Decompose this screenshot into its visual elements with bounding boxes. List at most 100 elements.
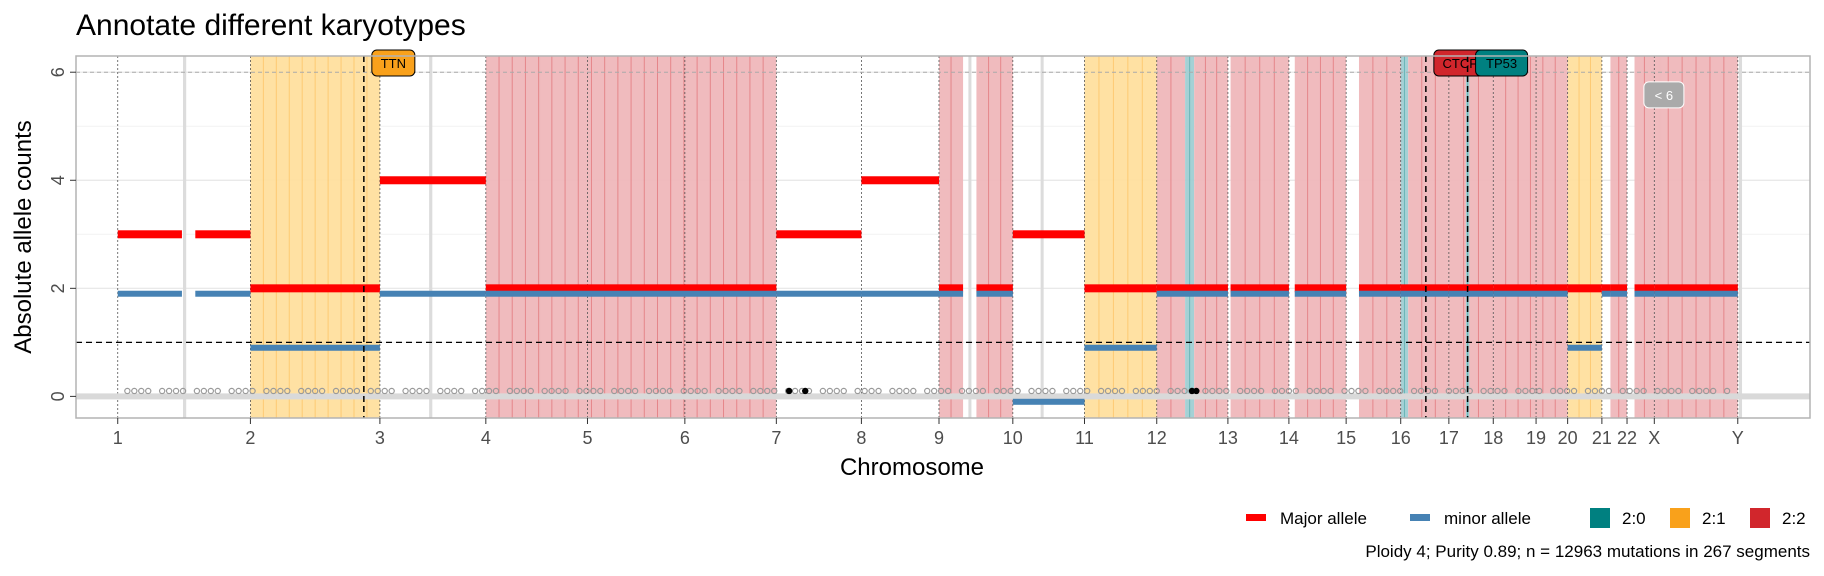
mutation-point (757, 387, 764, 395)
mutation-point (1452, 387, 1460, 395)
legend-key-karyotype (1750, 508, 1770, 528)
mutation-point (750, 387, 757, 395)
driver-mutation-point (1193, 387, 1200, 395)
mutation-point (527, 387, 534, 395)
overflow-annotation-label: < 6 (1655, 88, 1673, 103)
mutation-point (937, 387, 945, 395)
mutation-point (958, 387, 966, 395)
mutation-point (520, 387, 528, 395)
chart-caption: Ploidy 4; Purity 0.89; n = 12963 mutatio… (1365, 542, 1810, 561)
mutation-point (1014, 387, 1021, 395)
x-tick-label: 8 (856, 428, 866, 448)
mutation-point (1278, 387, 1286, 395)
mutation-point (1480, 387, 1487, 395)
mutation-point (548, 387, 555, 395)
minor-allele-segment (861, 290, 939, 297)
mutation-point (492, 387, 500, 395)
karyotype-region-2-2 (1294, 56, 1347, 418)
mutation-point (1327, 387, 1334, 395)
mutation-point (374, 387, 381, 395)
x-tick-label: 4 (481, 428, 491, 448)
mutation-point (861, 387, 868, 395)
mutation-point (1668, 387, 1675, 395)
mutation-point (1654, 387, 1661, 395)
mutation-point (1320, 387, 1327, 395)
mutation-point (409, 387, 416, 395)
x-tick-label: X (1648, 428, 1660, 448)
mutation-point (1675, 387, 1682, 395)
mutation-point (1083, 387, 1091, 395)
y-tick-label: 2 (48, 283, 68, 293)
mutation-point (722, 387, 729, 395)
minor-allele-segment (976, 290, 1013, 297)
mutation-point (896, 387, 903, 395)
gap-band (183, 56, 187, 418)
x-tick-label: 11 (1075, 428, 1094, 448)
x-tick-label: 12 (1147, 428, 1167, 448)
mutation-point (200, 387, 208, 395)
mutation-point (1515, 387, 1522, 395)
mutation-point (833, 387, 840, 395)
x-tick-label: 1 (113, 428, 123, 448)
legend-key-karyotype (1670, 508, 1690, 528)
mutation-point (478, 387, 486, 395)
mutation-point (875, 387, 882, 395)
mutation-point (1431, 387, 1439, 395)
karyotype-region-2-2 (938, 56, 964, 418)
mutation-point (1591, 387, 1599, 395)
mutation-point (555, 387, 562, 395)
major-allele-segment (485, 284, 777, 293)
gap-band (429, 56, 433, 418)
mutation-point (284, 387, 291, 395)
major-allele-segment (1084, 284, 1157, 293)
minor-allele-segment (1634, 290, 1655, 297)
mutation-point (513, 387, 521, 395)
mutation-point (583, 387, 590, 395)
mutation-point (1118, 387, 1126, 395)
mutation-point (1202, 387, 1209, 395)
mutation-point (1383, 387, 1390, 395)
mutation-point (993, 387, 1000, 395)
mutation-point (249, 387, 256, 395)
mutation-point (1111, 387, 1119, 395)
mutation-point (458, 387, 465, 395)
minor-allele-segment (1084, 344, 1157, 351)
minor-allele-segment (117, 290, 182, 297)
mutation-point (771, 387, 778, 395)
mutation-point (1445, 387, 1453, 395)
karyotype-region-2-2 (1194, 56, 1228, 418)
mutation-point (1271, 387, 1279, 395)
major-allele-segment (776, 230, 862, 239)
mutation-point (332, 387, 340, 395)
mutation-point (444, 387, 451, 395)
major-allele-segment (1610, 284, 1628, 293)
minor-allele-segment (1610, 290, 1628, 297)
mutation-point (764, 387, 771, 395)
mutation-point (138, 387, 145, 395)
plot-area: TTN CTCF TP53< 61 2 3 4 5 6 7 8 9 10 11 12 13 14 15 16 17 1… (48, 49, 1811, 448)
mutation-point (1459, 387, 1466, 395)
legend-label: 2:1 (1702, 509, 1726, 528)
mutation-point (263, 387, 270, 395)
mutation-point (1000, 387, 1007, 395)
legend-key-karyotype (1590, 508, 1610, 528)
mutation-point (1417, 387, 1425, 395)
mutation-point (131, 387, 138, 395)
mutation-point (1501, 387, 1508, 395)
mutation-point (687, 387, 694, 395)
driver-mutation-point (785, 387, 793, 395)
mutation-point (1285, 387, 1293, 395)
karyotype-region-2-0 (1400, 56, 1409, 418)
major-allele-segment (250, 284, 380, 293)
mutation-point (819, 387, 827, 395)
mutation-point (1237, 387, 1244, 395)
x-axis-title: Chromosome (840, 454, 984, 481)
gap-band (1738, 56, 1743, 418)
mutation-point (1522, 387, 1529, 395)
mutation-point (1348, 387, 1355, 395)
major-allele-segment (117, 230, 182, 239)
mutation-point (367, 387, 374, 395)
mutation-point (541, 387, 548, 395)
minor-allele-segment (938, 290, 964, 297)
